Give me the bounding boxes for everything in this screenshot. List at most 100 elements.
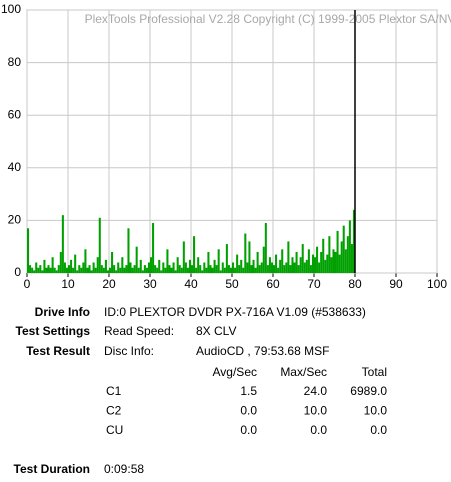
bar	[115, 270, 118, 273]
bar	[279, 259, 282, 273]
bar	[207, 251, 210, 273]
cell: 10.0	[364, 404, 388, 418]
bar	[201, 270, 204, 273]
cell: 0.0	[310, 423, 327, 437]
bar	[106, 270, 109, 273]
bar	[170, 267, 173, 273]
bar	[227, 265, 230, 273]
bar	[258, 265, 261, 273]
bar	[27, 228, 30, 273]
bar	[150, 257, 153, 273]
bar	[131, 267, 134, 273]
bar	[78, 265, 81, 273]
bar	[215, 265, 218, 273]
bar	[205, 267, 208, 273]
y-tick-label: 40	[8, 160, 22, 174]
bar	[217, 249, 220, 273]
x-tick-label: 10	[61, 277, 75, 291]
bar	[203, 262, 206, 273]
bar	[80, 267, 83, 273]
bar	[137, 267, 140, 273]
bar	[145, 267, 148, 273]
bar	[268, 257, 271, 273]
bar	[57, 265, 60, 273]
bar	[35, 262, 38, 273]
bar	[342, 225, 345, 273]
bar	[350, 244, 353, 273]
bar	[266, 265, 269, 273]
bar	[74, 254, 77, 273]
label: Test Settings	[16, 324, 91, 338]
bar	[209, 265, 212, 273]
bar	[172, 262, 175, 273]
x-tick-label: 20	[102, 277, 116, 291]
y-tick-label: 60	[8, 107, 22, 121]
bar	[316, 246, 319, 273]
bar	[289, 265, 292, 273]
bar	[41, 270, 44, 273]
y-tick-label: 0	[14, 265, 21, 279]
bar	[324, 259, 327, 273]
bar	[178, 265, 181, 273]
bar	[180, 267, 183, 273]
bar	[256, 251, 259, 273]
bar	[86, 267, 89, 273]
bar	[55, 270, 58, 273]
label: Test Duration	[14, 462, 90, 476]
bar	[43, 259, 46, 273]
bar	[219, 270, 222, 273]
bar	[229, 267, 232, 273]
bar	[326, 254, 329, 273]
bar	[299, 257, 302, 273]
cell: 0.0	[240, 423, 257, 437]
bar	[94, 267, 97, 273]
x-tick-label: 60	[266, 277, 280, 291]
bar	[113, 265, 116, 273]
bar	[193, 236, 196, 273]
bar	[129, 262, 132, 273]
key: Read Speed:	[104, 324, 174, 338]
y-tick-label: 100	[1, 2, 21, 16]
bar	[160, 270, 163, 273]
bar	[248, 241, 251, 273]
bar	[88, 265, 91, 273]
bar	[260, 262, 263, 273]
bar	[31, 267, 34, 273]
x-tick-label: 40	[184, 277, 198, 291]
column-header: Avg/Sec	[213, 365, 257, 379]
bar	[37, 267, 40, 273]
bar	[141, 270, 144, 273]
x-tick-label: 70	[307, 277, 321, 291]
cell: 24.0	[304, 384, 328, 398]
bar	[104, 259, 107, 273]
bar	[168, 265, 171, 273]
bar	[152, 223, 155, 273]
y-tick-label: 20	[8, 213, 22, 227]
bar	[340, 241, 343, 273]
bar	[186, 267, 189, 273]
x-tick-label: 0	[24, 277, 31, 291]
bar	[270, 262, 273, 273]
bar	[322, 238, 325, 273]
value: ID:0 PLEXTOR DVDR PX-716A V1.09 (#538633…	[104, 305, 366, 319]
row-label: CU	[106, 423, 123, 437]
bar	[293, 262, 296, 273]
bar	[47, 265, 50, 273]
bar	[98, 217, 101, 273]
bar	[291, 257, 294, 273]
bar	[234, 267, 237, 273]
bar	[65, 267, 68, 273]
bar	[199, 265, 202, 273]
bar	[195, 267, 198, 273]
x-tick-label: 50	[225, 277, 239, 291]
bar	[301, 244, 304, 273]
bar	[311, 254, 314, 273]
bar	[166, 249, 169, 273]
bar	[285, 262, 288, 273]
bar	[238, 265, 241, 273]
bar	[100, 265, 103, 273]
bar	[273, 265, 276, 273]
bar	[127, 228, 130, 273]
bar	[53, 267, 56, 273]
